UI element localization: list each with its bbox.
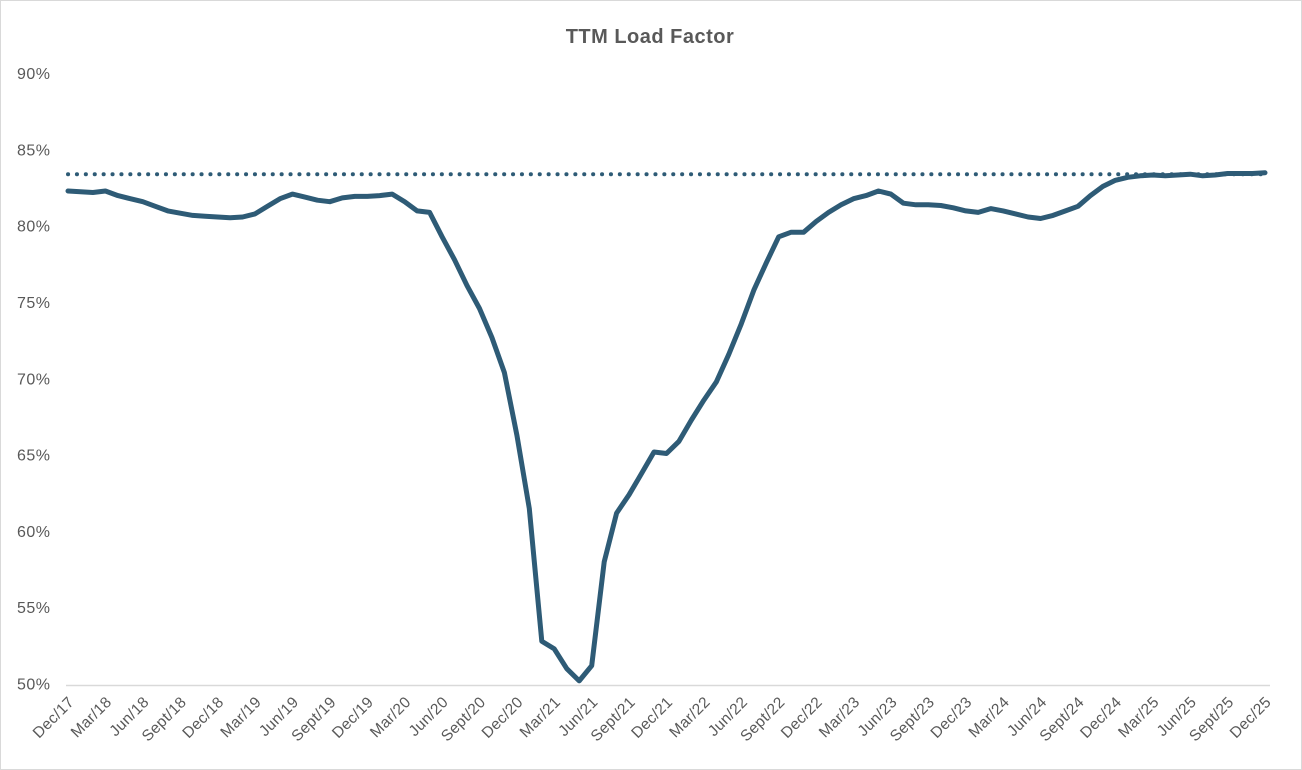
x-axis-tick-label: Mar/18 (68, 694, 115, 741)
y-axis-tick-label: 70% (17, 371, 51, 388)
x-axis-tick-label: Dec/21 (628, 694, 676, 742)
x-axis-tick-label: Dec/22 (778, 694, 826, 742)
x-axis-tick-label: Mar/25 (1115, 694, 1162, 741)
y-axis-tick-label: 65% (17, 448, 51, 465)
y-axis-tick-label: 50% (17, 677, 51, 694)
y-axis-tick-label: 85% (17, 142, 51, 159)
x-axis: Dec/17Mar/18Jun/18Sept/18Dec/18Mar/19Jun… (30, 684, 1275, 745)
x-axis-tick-label: Dec/23 (928, 694, 976, 742)
y-axis-tick-label: 90% (17, 66, 51, 83)
y-axis-tick-label: 75% (17, 295, 51, 312)
x-axis-tick-label: Mar/22 (666, 694, 713, 741)
x-axis-tick-label: Dec/25 (1227, 694, 1275, 742)
x-axis-tick-label: Dec/17 (30, 694, 78, 742)
x-axis-tick-label: Mar/23 (816, 694, 863, 741)
x-axis-tick-label: Dec/24 (1077, 694, 1125, 742)
x-axis-tick-label: Mar/24 (966, 694, 1013, 741)
y-axis-tick-label: 80% (17, 219, 51, 236)
x-axis-tick-label: Mar/20 (367, 694, 414, 741)
x-axis-tick-label: Dec/19 (329, 694, 377, 742)
ttm-load-factor-series-line (65, 170, 1268, 684)
x-axis-tick-label: Mar/19 (217, 694, 264, 741)
x-axis-tick-label: Mar/21 (517, 694, 564, 741)
y-axis-tick-label: 55% (17, 600, 51, 617)
y-axis: 90% 85% 80% 75% 70% 65% 60% 55% 50% (17, 66, 51, 694)
x-axis-tick-label: Dec/20 (479, 694, 527, 742)
plot-area (65, 170, 1269, 684)
chart-title: TTM Load Factor (566, 26, 735, 48)
y-axis-tick-label: 60% (17, 524, 51, 541)
x-axis-tick-label: Dec/18 (179, 694, 227, 742)
